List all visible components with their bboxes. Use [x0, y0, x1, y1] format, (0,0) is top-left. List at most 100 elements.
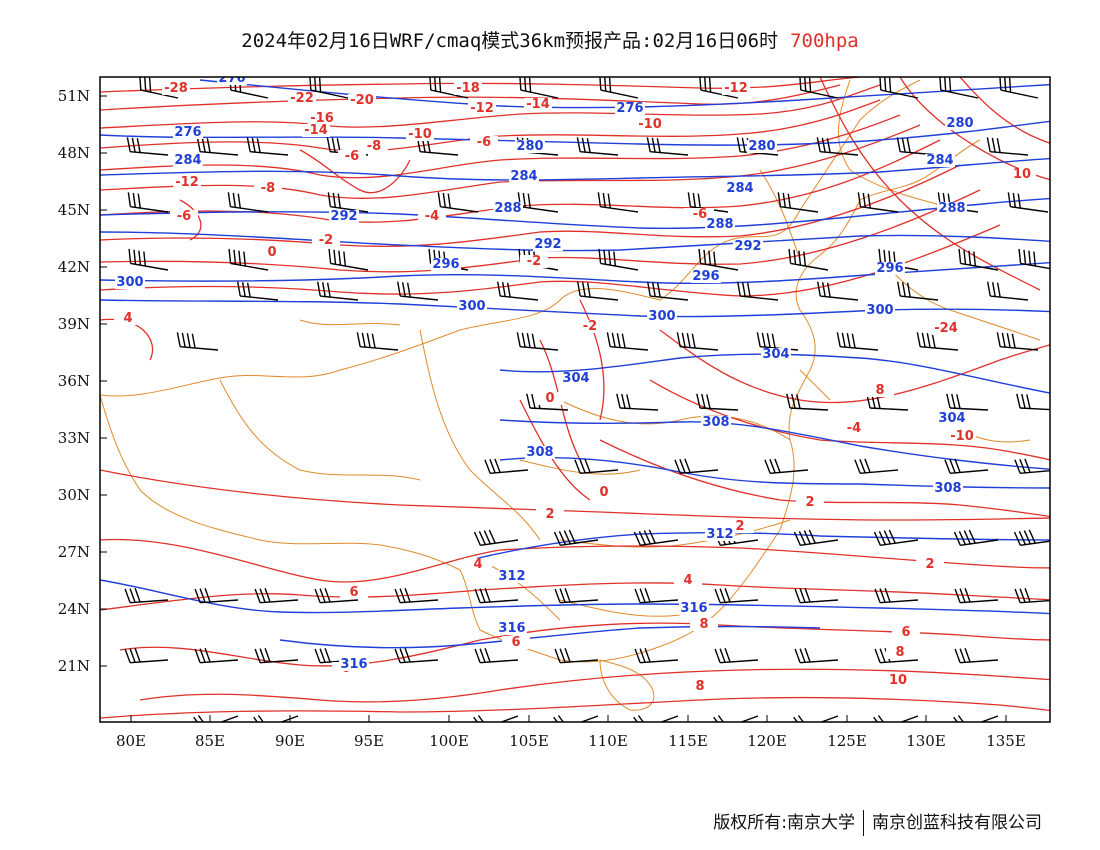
- wind-barb: [473, 529, 519, 546]
- temperature-label: -24: [934, 321, 958, 336]
- wind-barb: [879, 77, 919, 99]
- temperature-label-bg: [454, 82, 482, 95]
- temperature-label-bg: [916, 558, 944, 571]
- temperature-label: 8: [895, 645, 904, 660]
- height-label: 284: [174, 153, 201, 168]
- temperature-label-bg: [468, 102, 496, 115]
- lon-label: 130E: [906, 732, 946, 750]
- height-label: 276: [174, 125, 201, 140]
- wind-barb: [794, 588, 839, 604]
- temperature-label: -20: [350, 93, 374, 108]
- temperature-label: 6: [511, 635, 520, 650]
- height-label-bg: [679, 602, 709, 615]
- temperature-label: -14: [526, 97, 550, 112]
- temperature-label: 4: [473, 557, 482, 572]
- wind-barb: [634, 648, 679, 664]
- height-label-bg: [747, 140, 777, 153]
- height-label-bg: [217, 77, 247, 85]
- wind-barb: [598, 248, 639, 271]
- temperature-label: -14: [304, 123, 328, 138]
- height-label: 288: [494, 201, 521, 216]
- height-label: 300: [116, 275, 143, 290]
- lon-label: 85E: [195, 732, 225, 750]
- company-name: 南京创蓝科技有限公司: [872, 813, 1042, 833]
- height-label-bg: [937, 202, 967, 215]
- height-label-bg: [509, 170, 539, 183]
- temperature-label-bg: [590, 486, 618, 499]
- temperature-label: -10: [950, 429, 974, 444]
- temperature-label-bg: [340, 586, 368, 599]
- temperature-label-bg: [796, 496, 824, 509]
- wind-barb: [764, 458, 809, 475]
- map-title: 2024年02月16日WRF/cmaq模式36km预报产品:02月16日06时 7…: [0, 26, 1100, 53]
- temperature-label-bg: [360, 140, 388, 153]
- temperature-label: -18: [456, 81, 480, 96]
- temperature-label: 4: [683, 573, 692, 588]
- wind-barb: [954, 588, 999, 604]
- wind-barb: [397, 281, 439, 301]
- wind-barb: [999, 77, 1039, 99]
- temperature-label-bg: [636, 118, 664, 131]
- wind-barb: [254, 588, 299, 604]
- height-label: 296: [432, 257, 459, 272]
- height-label: 284: [926, 153, 953, 168]
- wind-barb: [516, 332, 559, 351]
- wind-barb: [554, 588, 599, 604]
- height-label-bg: [115, 276, 145, 289]
- height-label: 300: [458, 299, 485, 314]
- wind-barb: [896, 137, 939, 156]
- wind-barb: [1014, 588, 1050, 604]
- height-label-bg: [865, 304, 895, 317]
- temperature-label: -10: [408, 127, 432, 142]
- wind-barb: [647, 281, 689, 301]
- height-label-bg: [515, 140, 545, 153]
- height-label: 304: [938, 411, 965, 426]
- height-label: 308: [526, 445, 553, 460]
- wind-barb: [474, 588, 519, 604]
- wind-barb: [1014, 458, 1050, 475]
- height-label: 304: [762, 347, 789, 362]
- wind-barb: [429, 77, 469, 99]
- wind-barb: [237, 281, 279, 301]
- temperature-label: 6: [901, 625, 910, 640]
- wind-barb: [128, 248, 169, 271]
- wind-barb: [816, 137, 859, 156]
- wind-barb: [194, 588, 239, 604]
- height-contours: [100, 79, 1050, 649]
- wind-barb: [127, 192, 169, 213]
- lon-label: 95E: [354, 732, 384, 750]
- temperature-labels: -28-22 -20-18-16-14-14-12-12-12-10-10-8-8…: [114, 81, 1036, 694]
- height-label: 276: [218, 71, 245, 86]
- wind-barb: [606, 332, 649, 351]
- height-label-bg: [497, 570, 527, 583]
- temperature-label-bg: [536, 392, 564, 405]
- temperature-label: 10: [889, 673, 907, 688]
- height-label-bg: [493, 202, 523, 215]
- temperature-label: -6: [177, 209, 191, 224]
- temperature-label: 4: [123, 311, 132, 326]
- temperature-label-bg: [674, 574, 702, 587]
- temperature-label-bg: [686, 680, 714, 693]
- longitude-axis: 80E 85E 90E 95E 100E 105E 110E 115E 120E 125E 130E…: [116, 715, 1026, 750]
- wind-barb: [874, 648, 919, 664]
- wind-barb: [576, 137, 619, 156]
- height-label: 288: [706, 217, 733, 232]
- height-label: 288: [938, 201, 965, 216]
- title-level: 700hpa: [790, 30, 859, 52]
- lon-label: 135E: [986, 732, 1026, 750]
- wind-barb: [194, 648, 239, 664]
- wind-barb: [309, 77, 349, 99]
- wind-barb: [953, 529, 999, 546]
- height-label: 300: [866, 303, 893, 318]
- footer: 版权所有:南京大学 南京创蓝科技有限公司: [713, 808, 1042, 836]
- wind-barb: [793, 529, 839, 546]
- temperature-label: -2: [319, 233, 333, 248]
- wind-barb: [196, 137, 239, 156]
- height-label-bg: [497, 622, 527, 635]
- wind-barb: [577, 281, 619, 301]
- lat-label: 51N: [58, 87, 90, 105]
- wind-barb: [616, 393, 659, 411]
- lon-label: 90E: [275, 732, 305, 750]
